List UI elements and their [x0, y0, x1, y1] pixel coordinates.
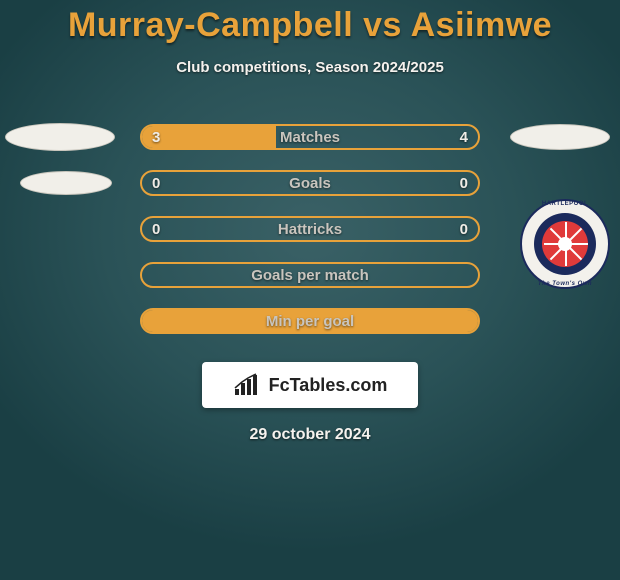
comparison-card: Murray-Campbell vs Asiimwe Club competit…	[0, 0, 620, 444]
club-badge-placeholder	[20, 171, 112, 195]
stat-row: Goals per match	[0, 252, 620, 298]
stat-row: Hattricks00HARTLEPOOLThe Town's Own	[0, 206, 620, 252]
stat-bar: Matches3 4	[140, 124, 480, 150]
logo-text: FcTables.com	[269, 375, 388, 396]
club-badge-placeholder	[510, 124, 610, 150]
stat-label: Goals per match	[142, 264, 478, 286]
stat-value-left: 0	[142, 218, 170, 240]
bars-icon	[233, 373, 263, 397]
stat-value-right: 0	[450, 218, 478, 240]
stat-bar: Hattricks0 0	[140, 216, 480, 242]
fctables-logo: FcTables.com	[202, 362, 418, 408]
stat-label: Matches	[142, 126, 478, 148]
stat-value-right: 4	[450, 126, 478, 148]
crest-spoke	[566, 243, 588, 245]
stat-bar: Goals per match	[140, 262, 480, 288]
right-badge-slot	[500, 124, 620, 150]
stat-label: Min per goal	[142, 310, 478, 332]
crest-spoke	[544, 243, 566, 245]
left-badge-slot	[0, 171, 120, 195]
stat-label: Hattricks	[142, 218, 478, 240]
stat-row: Min per goal	[0, 298, 620, 344]
stat-value-left: 0	[142, 172, 170, 194]
club-badge-placeholder	[5, 123, 115, 151]
page-title: Murray-Campbell vs Asiimwe	[0, 0, 620, 45]
stat-rows: Matches34Goals00Hattricks00HARTLEPOOLThe…	[0, 114, 620, 344]
stat-bar: Min per goal	[140, 308, 480, 334]
stat-bar: Goals0 0	[140, 170, 480, 196]
page-subtitle: Club competitions, Season 2024/2025	[0, 59, 620, 76]
stat-label: Goals	[142, 172, 478, 194]
stat-value-left: 3	[142, 126, 170, 148]
crest-text-top: HARTLEPOOL	[542, 201, 588, 207]
date-label: 29 october 2024	[0, 426, 620, 444]
stat-value-right: 0	[450, 172, 478, 194]
left-badge-slot	[0, 123, 120, 151]
stat-row: Matches3 4	[0, 114, 620, 160]
